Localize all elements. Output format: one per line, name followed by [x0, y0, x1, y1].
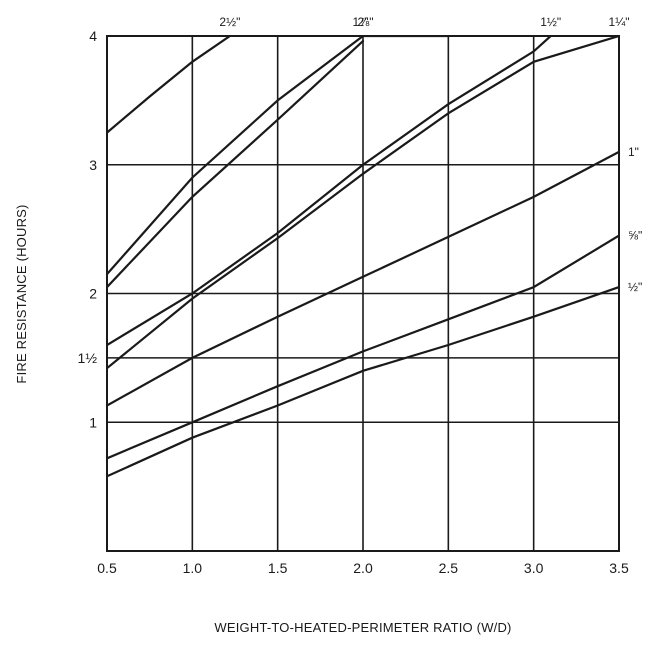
- x-tick-label: 1.0: [183, 560, 203, 576]
- plot-frame: [106, 35, 620, 552]
- series-label: 1⅞": [353, 15, 374, 29]
- y-tick-label: 1: [89, 414, 97, 430]
- x-axis-title: WEIGHT-TO-HEATED-PERIMETER RATIO (W/D): [214, 620, 511, 635]
- x-tick-label: 0.5: [97, 560, 117, 576]
- y-tick-label: 4: [89, 28, 97, 44]
- x-tick-label: 2.5: [439, 560, 459, 576]
- x-tick-label: 2.0: [353, 560, 373, 576]
- series-label: ⅝": [628, 229, 642, 243]
- series-line: [107, 234, 619, 460]
- x-tick-label: 3.5: [609, 560, 629, 576]
- series-lines: [107, 36, 619, 478]
- x-tick-label: 3.0: [524, 560, 544, 576]
- series-label: ½": [628, 280, 642, 294]
- series-line: [107, 36, 552, 347]
- series-line: [107, 36, 231, 134]
- y-tick-label: 1½: [78, 350, 98, 366]
- series-line: [107, 286, 619, 478]
- series-label: 1½": [540, 15, 561, 29]
- series-label: 1¼": [609, 15, 630, 29]
- y-axis-tick-labels: 1 1½ 2 3 4: [78, 28, 98, 430]
- x-tick-label: 1.5: [268, 560, 288, 576]
- series-line: [107, 40, 365, 289]
- x-axis-tick-labels: 0.5 1.0 1.5 2.0 2.5 3.0 3.5: [97, 560, 629, 576]
- series-line: [107, 36, 619, 370]
- series-labels: 2½" 2"1⅞" 1½" 1¼" 1" ⅝" ½": [219, 15, 642, 294]
- series-label: 1": [628, 145, 639, 159]
- series-label: 2": [358, 15, 369, 29]
- grid-lines: [106, 35, 620, 551]
- y-tick-label: 3: [89, 157, 97, 173]
- y-axis-title: FIRE RESISTANCE (HOURS): [14, 204, 29, 383]
- series-line: [107, 36, 450, 276]
- series-line: [107, 150, 619, 407]
- series-label: 2½": [219, 15, 240, 29]
- y-tick-label: 2: [89, 286, 97, 302]
